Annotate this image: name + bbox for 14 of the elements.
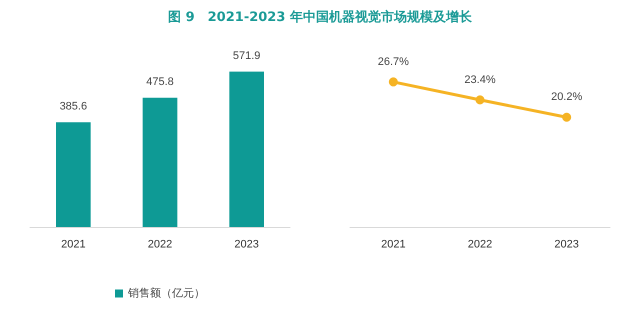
x-tick-label: 2022	[148, 238, 172, 250]
x-tick-label: 2022	[468, 238, 492, 250]
data-label: 26.7%	[378, 56, 410, 68]
legend-label: 销售额（亿元）	[127, 286, 205, 300]
x-tick-label: 2023	[554, 238, 579, 250]
x-tick-label: 2021	[381, 238, 406, 250]
data-label: 20.2%	[551, 91, 582, 104]
data-label: 475.8	[146, 76, 174, 88]
x-tick-label: 2023	[234, 238, 259, 250]
x-tick-label: 2021	[61, 238, 86, 250]
data-label: 385.6	[60, 100, 88, 113]
data-label: 571.9	[232, 50, 260, 62]
data-label: 23.4%	[464, 74, 496, 86]
text: 图 9 2021-2023 年中国机器视觉市场规模及增长	[167, 8, 473, 26]
